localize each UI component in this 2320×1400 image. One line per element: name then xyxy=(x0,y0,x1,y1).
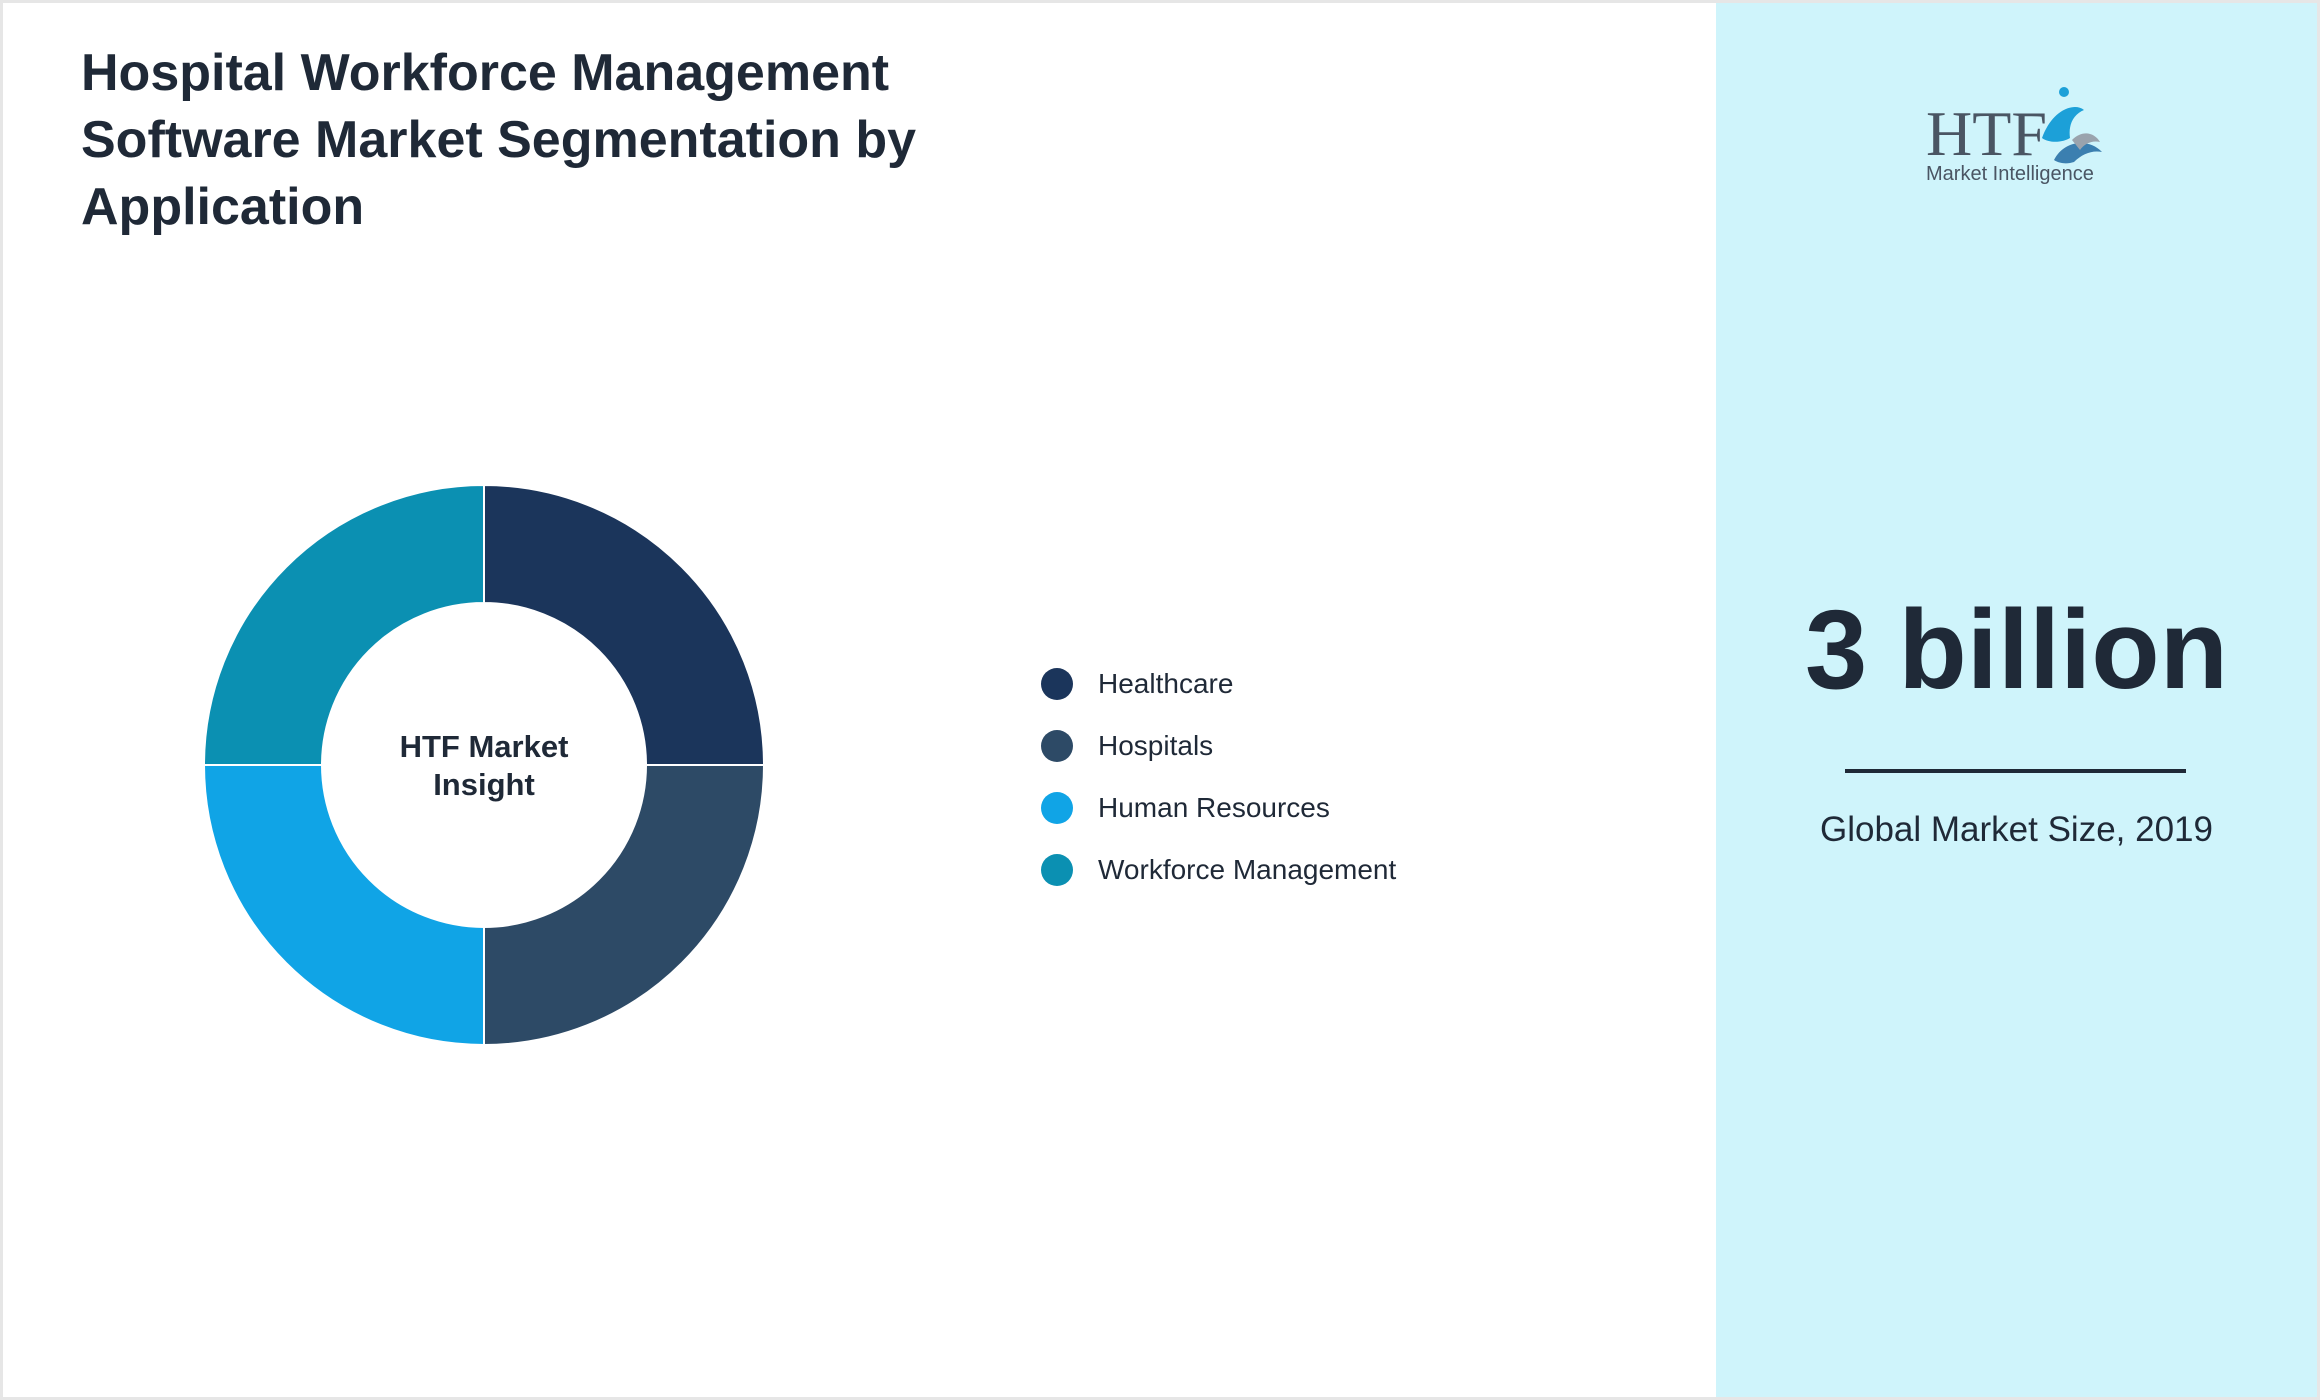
market-size-value: 3 billion xyxy=(1804,587,2229,712)
legend-item: Workforce Management xyxy=(1041,839,1396,901)
donut-slice-human-resources xyxy=(202,764,485,1047)
legend-label: Human Resources xyxy=(1098,792,1330,823)
legend-swatch xyxy=(1041,668,1073,700)
donut-slice-healthcare xyxy=(483,483,766,766)
legend-label: Hospitals xyxy=(1098,730,1214,761)
legend-label: Healthcare xyxy=(1098,668,1234,699)
legend-item: Healthcare xyxy=(1041,653,1396,715)
logo-swirl-icon xyxy=(2042,107,2084,142)
donut-center-label: HTF Market Insight xyxy=(400,729,569,802)
legend-swatch xyxy=(1041,792,1073,824)
stat-panel xyxy=(1716,3,2317,1397)
donut-slice-hospitals xyxy=(483,764,766,1047)
htf-logo: HTF Market Intelligence xyxy=(1926,87,2102,185)
logo-dot-icon xyxy=(2059,87,2069,97)
donut-chart: HTF Market Insight xyxy=(202,483,766,1047)
legend-item: Human Resources xyxy=(1041,777,1396,839)
legend-item: Hospitals xyxy=(1041,715,1396,777)
donut-slice-workforce-management xyxy=(202,483,485,766)
legend-swatch xyxy=(1041,730,1073,762)
divider xyxy=(1845,769,2186,773)
page-title: Hospital Workforce Management Software M… xyxy=(81,44,917,236)
logo-letters: HTF xyxy=(1926,98,2047,169)
logo-tagline: Market Intelligence xyxy=(1926,163,2094,185)
logo-leaf-icon xyxy=(2072,133,2100,150)
legend-swatch xyxy=(1041,854,1073,886)
chart-legend: Healthcare Hospitals Human Resources Workfo… xyxy=(1041,653,1396,901)
logo-wave-icon xyxy=(2054,142,2102,164)
market-size-caption: Global Market Size, 2019 xyxy=(1820,810,2213,849)
legend-label: Workforce Management xyxy=(1098,854,1397,885)
